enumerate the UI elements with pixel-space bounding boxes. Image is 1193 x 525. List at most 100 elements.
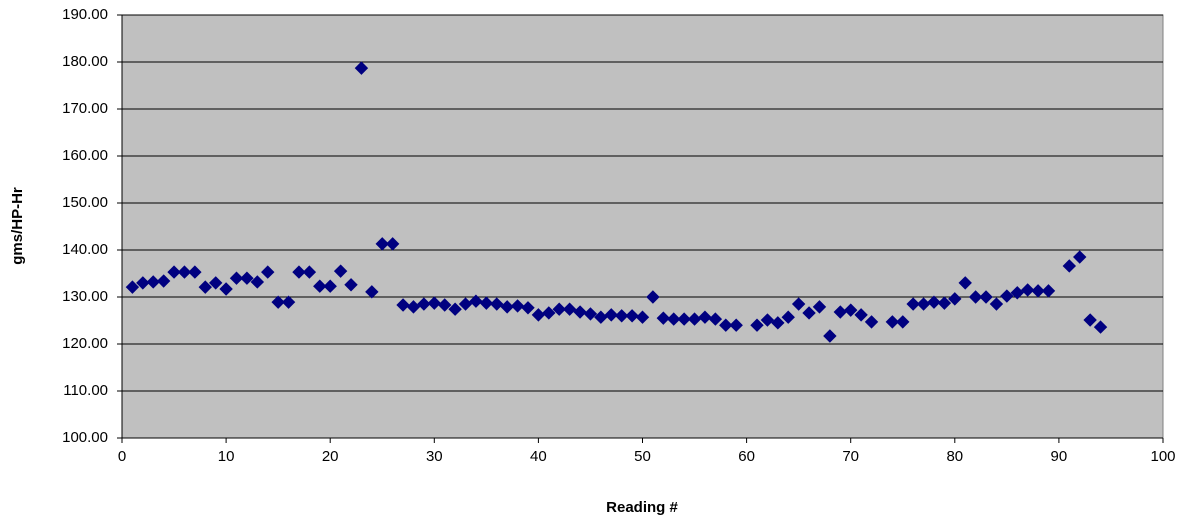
point bbox=[136, 276, 150, 290]
plot-area bbox=[121, 14, 1164, 439]
point bbox=[521, 301, 535, 315]
x-tick-label: 80 bbox=[946, 448, 963, 465]
point bbox=[573, 305, 587, 319]
point bbox=[698, 310, 712, 324]
point bbox=[614, 309, 629, 323]
point bbox=[677, 312, 691, 326]
x-tick-label: 100 bbox=[1150, 448, 1175, 465]
point bbox=[968, 290, 983, 304]
x-tick-label: 50 bbox=[634, 448, 651, 465]
y-tick-label: 150.00 bbox=[62, 194, 108, 211]
point bbox=[667, 312, 681, 326]
point bbox=[729, 318, 743, 332]
point bbox=[979, 290, 993, 304]
point bbox=[198, 280, 212, 294]
point bbox=[490, 297, 504, 311]
point bbox=[156, 274, 171, 288]
x-tick-label: 70 bbox=[842, 448, 859, 465]
point bbox=[823, 329, 837, 343]
point bbox=[1062, 259, 1077, 273]
point bbox=[406, 300, 421, 314]
x-tick-label: 0 bbox=[118, 448, 126, 465]
x-tick-label: 90 bbox=[1051, 448, 1068, 465]
point bbox=[313, 279, 327, 293]
point bbox=[229, 271, 244, 285]
point bbox=[323, 279, 337, 293]
point bbox=[771, 316, 785, 330]
point bbox=[937, 296, 952, 310]
point bbox=[1093, 320, 1108, 334]
point bbox=[854, 308, 868, 322]
point bbox=[1020, 283, 1035, 297]
point bbox=[843, 303, 858, 317]
point bbox=[250, 275, 265, 289]
x-tick-label: 30 bbox=[426, 448, 443, 465]
point bbox=[365, 285, 379, 299]
point bbox=[510, 299, 525, 313]
point bbox=[427, 296, 442, 310]
point bbox=[292, 265, 306, 279]
y-tick-label: 120.00 bbox=[62, 335, 108, 352]
point bbox=[719, 318, 733, 332]
point bbox=[479, 296, 494, 310]
point bbox=[760, 313, 775, 327]
point bbox=[802, 306, 816, 320]
x-axis-title: Reading # bbox=[606, 499, 678, 516]
point bbox=[906, 297, 920, 311]
y-tick-label: 100.00 bbox=[62, 429, 108, 446]
point bbox=[208, 276, 223, 290]
point bbox=[448, 302, 462, 316]
x-tick-label: 10 bbox=[218, 448, 235, 465]
point bbox=[344, 278, 358, 292]
point bbox=[1031, 284, 1045, 298]
point bbox=[146, 275, 160, 289]
point bbox=[417, 297, 431, 311]
y-tick-label: 180.00 bbox=[62, 53, 108, 70]
point bbox=[1000, 289, 1014, 303]
point bbox=[1010, 286, 1024, 300]
y-tick-label: 160.00 bbox=[62, 147, 108, 164]
x-tick-label: 40 bbox=[530, 448, 547, 465]
point bbox=[989, 297, 1004, 311]
point bbox=[781, 310, 795, 324]
point bbox=[812, 300, 827, 314]
point bbox=[896, 315, 910, 329]
point bbox=[625, 309, 639, 323]
point bbox=[261, 265, 275, 279]
y-axis-title: gms/HP-Hr bbox=[9, 187, 26, 265]
y-tick-label: 140.00 bbox=[62, 241, 108, 258]
point bbox=[354, 61, 369, 75]
point bbox=[635, 310, 650, 324]
point bbox=[864, 315, 879, 329]
y-tick-label: 190.00 bbox=[62, 6, 108, 23]
point bbox=[469, 294, 483, 308]
point bbox=[271, 295, 285, 309]
point bbox=[656, 311, 671, 325]
y-tick-label: 110.00 bbox=[63, 382, 108, 399]
point bbox=[552, 302, 566, 316]
point bbox=[1073, 250, 1087, 264]
point bbox=[396, 298, 410, 312]
point bbox=[167, 265, 181, 279]
point bbox=[500, 300, 514, 314]
point bbox=[562, 302, 577, 316]
x-tick-label: 20 bbox=[322, 448, 339, 465]
x-tick-label: 60 bbox=[738, 448, 755, 465]
point bbox=[188, 265, 202, 279]
y-tick-label: 170.00 bbox=[62, 100, 108, 117]
point bbox=[604, 308, 618, 322]
point bbox=[542, 306, 556, 320]
point bbox=[791, 297, 806, 311]
point bbox=[750, 318, 764, 332]
point bbox=[1041, 284, 1056, 298]
point bbox=[177, 265, 192, 279]
point bbox=[219, 282, 233, 296]
point bbox=[1083, 313, 1097, 327]
point bbox=[583, 307, 598, 321]
point bbox=[885, 315, 900, 329]
point bbox=[708, 312, 723, 326]
point bbox=[438, 298, 452, 312]
point bbox=[594, 310, 608, 324]
point bbox=[281, 295, 296, 309]
